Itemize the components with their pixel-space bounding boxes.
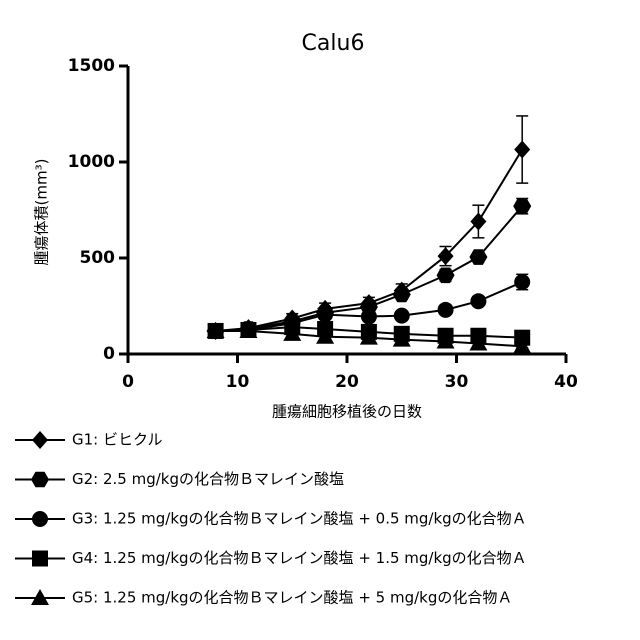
x-tick-label: 40: [554, 372, 578, 392]
chart-title: Calu6: [302, 31, 365, 56]
x-tick-label: 20: [335, 372, 359, 392]
data-point: [438, 302, 454, 318]
y-tick-label: 1000: [68, 152, 115, 172]
data-point: [470, 293, 486, 309]
legend-label: G2: 2.5 mg/kgの化合物Ｂマレイン酸塩: [72, 470, 344, 488]
data-point: [513, 198, 531, 214]
y-tick-label: 500: [80, 248, 116, 268]
x-tick-label: 30: [445, 372, 469, 392]
legend-marker: [32, 431, 48, 449]
y-tick-label: 0: [103, 344, 115, 364]
data-point: [317, 307, 333, 323]
chart: Calu6 腫瘍体積(mm³) 腫瘍細胞移植後の日数 0 500 1000 1500 0…: [0, 0, 640, 640]
legend-marker: [31, 472, 49, 488]
y-axis-label: 腫瘍体積(mm³): [33, 159, 51, 266]
legend-label: G5: 1.25 mg/kgの化合物Ｂマレイン酸塩 + 5 mg/kgの化合物Ａ: [72, 589, 512, 607]
legend-label: G4: 1.25 mg/kgの化合物Ｂマレイン酸塩 + 1.5 mg/kgの化合…: [72, 549, 527, 567]
legend-label: G3: 1.25 mg/kgの化合物Ｂマレイン酸塩 + 0.5 mg/kgの化合…: [72, 510, 527, 528]
x-tick-label: 0: [122, 372, 134, 392]
x-tick-label: 10: [226, 372, 250, 392]
x-axis-label: 腫瘍細胞移植後の日数: [272, 403, 422, 421]
y-tick-label: 1500: [68, 56, 115, 76]
data-point: [437, 267, 455, 283]
data-point: [514, 274, 530, 290]
legend-marker: [32, 511, 48, 527]
legend-marker: [32, 551, 48, 567]
data-point: [469, 249, 487, 265]
data-point: [394, 308, 410, 324]
data-point: [514, 141, 530, 159]
legend-label: G1: ビヒクル: [72, 431, 163, 449]
data-point: [361, 309, 377, 325]
